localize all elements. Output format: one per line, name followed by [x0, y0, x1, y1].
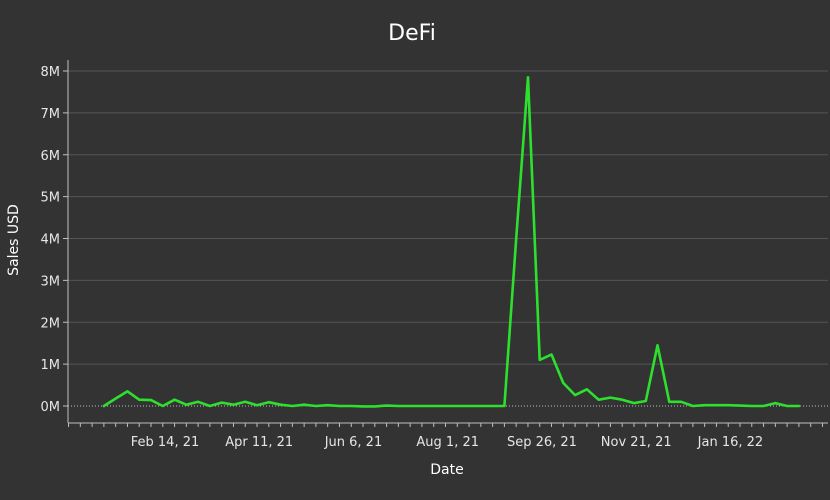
- y-tick-label: 2M: [41, 316, 61, 331]
- x-tick-label: Feb 14, 21: [131, 435, 200, 450]
- x-tick-label: Aug 1, 21: [416, 435, 479, 450]
- x-tick-label: Apr 11, 21: [225, 435, 293, 450]
- y-tick-label: 4M: [41, 233, 61, 248]
- gridlines: [68, 70, 828, 407]
- y-tick-label: 6M: [41, 149, 61, 164]
- y-tick-label: 5M: [41, 191, 61, 206]
- x-tick-label: Jun 6, 21: [324, 435, 383, 450]
- series: [102, 76, 801, 408]
- x-tick-label: Sep 26, 21: [507, 435, 577, 450]
- x-tick-label: Jan 16, 22: [697, 435, 764, 450]
- x-axis-title: Date: [430, 462, 463, 478]
- y-tick-label: 0M: [41, 400, 61, 415]
- series-line: [102, 76, 801, 408]
- y-tick-label: 1M: [41, 358, 61, 373]
- y-tick-label: 7M: [41, 107, 61, 122]
- axes: 0M 1M 2M 3M 4M 5M 6M 7M 8M Feb 14, 21 Apr 11, 21 Ju…: [41, 60, 828, 450]
- y-tick-label: 3M: [41, 274, 61, 289]
- y-tick-label: 8M: [41, 65, 61, 80]
- y-axis-title: Sales USD: [6, 204, 22, 276]
- chart-title: DeFi: [388, 21, 436, 46]
- x-tick-label: Nov 21, 21: [601, 435, 672, 450]
